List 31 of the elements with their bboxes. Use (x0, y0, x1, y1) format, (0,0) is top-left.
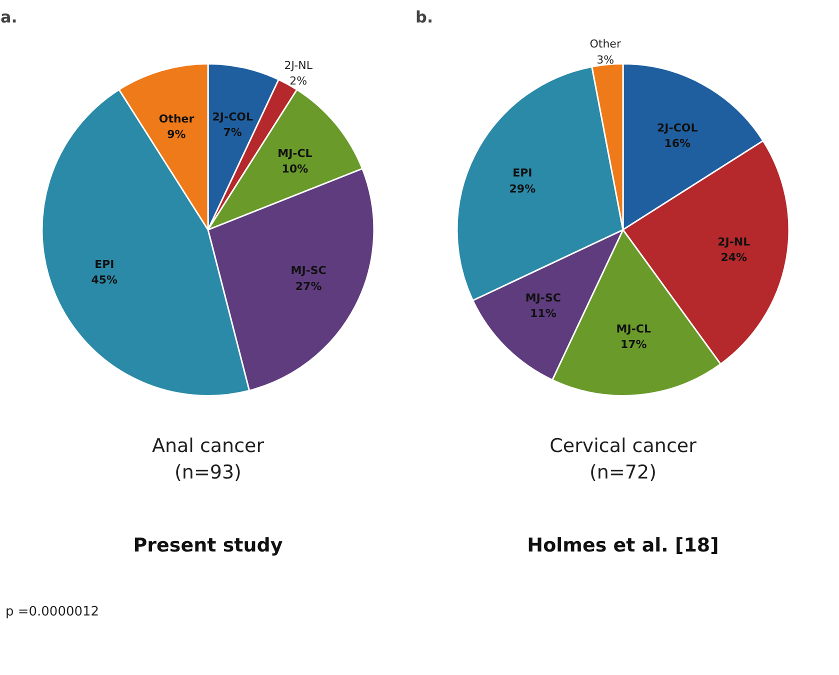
data-label: 10% (282, 162, 308, 176)
slice-label: Other (158, 112, 195, 126)
data-label: 24% (720, 251, 748, 264)
data-label: 11% (530, 307, 556, 320)
chart-title: a. (0, 8, 18, 26)
slice-label: MJ-SC (290, 264, 326, 278)
data-label: 2% (290, 74, 308, 88)
text: Cervical cancer (n=72) (550, 435, 697, 484)
slice-label: 2J-COL (212, 110, 253, 124)
slice-label: MJ-SC (525, 291, 561, 304)
slice-label: Other (590, 38, 622, 51)
data-label: 27% (295, 280, 322, 293)
data-label: 9% (167, 128, 186, 141)
slice-label: MJ-CL (616, 322, 651, 336)
slice-label: 2J-NL (718, 236, 750, 249)
data-label: 3% (596, 53, 614, 66)
data-label: 45% (91, 274, 118, 287)
data-label: 17% (620, 338, 647, 352)
text: Holmes et al. [18] (527, 534, 719, 557)
data-label: 7% (223, 126, 242, 140)
text: p =0.0000012 (5, 604, 100, 620)
chart-title: b. (416, 8, 434, 26)
slice-label: 2J-COL (657, 121, 698, 134)
slice-label: MJ-CL (278, 146, 312, 160)
text: Anal cancer (n=93) (152, 435, 264, 484)
data-label: 16% (664, 136, 691, 150)
data-label: 29% (509, 182, 536, 196)
text: Present study (133, 534, 284, 557)
slice-label: EPI (94, 258, 114, 272)
slice-label: EPI (512, 166, 532, 180)
slice-label: 2J-NL (284, 59, 314, 72)
